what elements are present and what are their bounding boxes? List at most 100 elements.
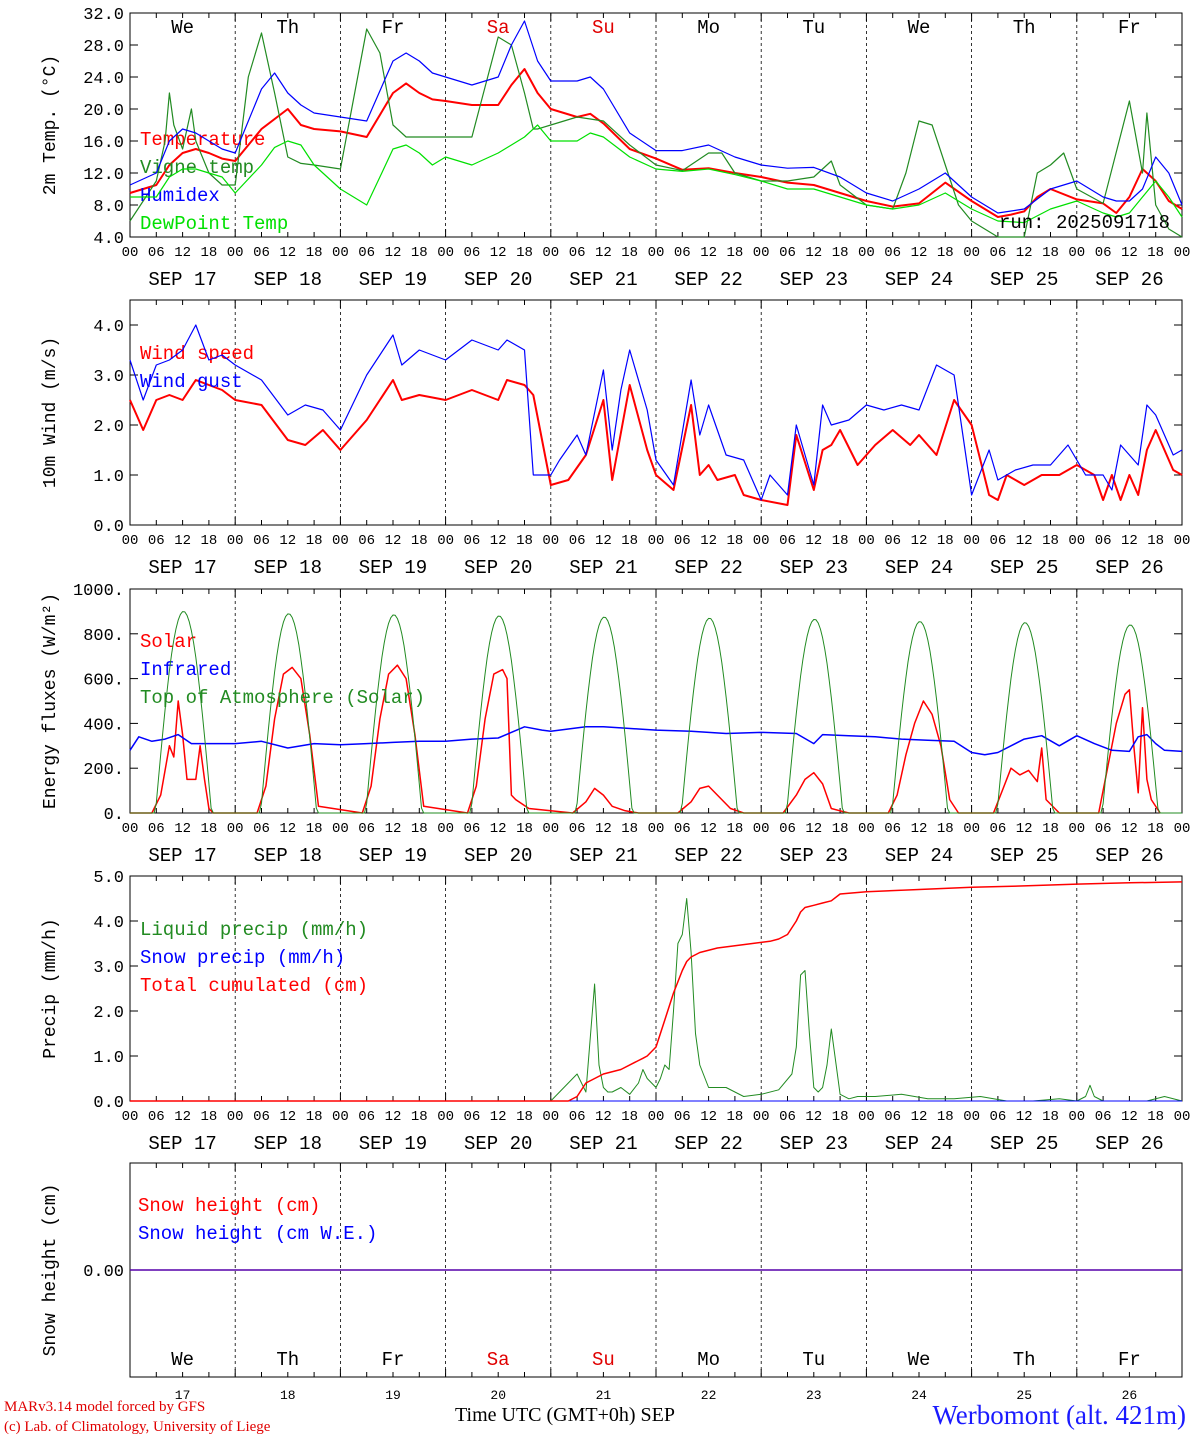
panel-3-date-label: SEP 19 — [359, 845, 427, 867]
panel-3-hour-label: 12 — [490, 821, 507, 837]
panel-1-date-label: SEP 19 — [359, 269, 427, 291]
panel-1-y-tick-label: 8.0 — [93, 198, 124, 217]
panel-5-day-name: Th — [1013, 1349, 1036, 1371]
panel-1-hour-label: 00 — [648, 245, 665, 261]
panel-2-hour-label: 18 — [1147, 533, 1164, 549]
panel-1-y-tick-label: 20.0 — [83, 102, 124, 121]
panel-4-hour-label: 06 — [1095, 1109, 1112, 1125]
panel-1-date-label: SEP 21 — [569, 269, 637, 291]
panel-4-date-label: SEP 17 — [148, 1133, 216, 1155]
panel-1-series-temperature — [129, 68, 1183, 218]
panel-5-day-number: 21 — [596, 1388, 612, 1403]
panel-5-day-name: We — [908, 1349, 931, 1371]
panel-5-day-number: 25 — [1016, 1388, 1032, 1403]
panel-2-hour-label: 00 — [1174, 533, 1191, 549]
panel-3-hour-label: 06 — [1095, 821, 1112, 837]
panel-3-hour-label: 00 — [648, 821, 665, 837]
panel-2-hour-label: 18 — [726, 533, 743, 549]
station-name: Werbomont (alt. 421m) — [932, 1400, 1186, 1430]
panel-1-day-name: Th — [1013, 17, 1036, 39]
panel-1-hour-label: 00 — [437, 245, 454, 261]
panel-1-hour-label: 06 — [148, 245, 165, 261]
panel-3-hour-label: 18 — [411, 821, 428, 837]
panel-1-hour-label: 00 — [858, 245, 875, 261]
panel-4-hour-label: 00 — [963, 1109, 980, 1125]
panel-4-date-label: SEP 26 — [1095, 1133, 1163, 1155]
panel-3-date-label: SEP 20 — [464, 845, 532, 867]
panel-3-date-label: SEP 24 — [885, 845, 953, 867]
panel-2-date-label: SEP 23 — [780, 557, 848, 579]
panel-1-date-label: SEP 18 — [254, 269, 322, 291]
panel-4-hour-label: 00 — [437, 1109, 454, 1125]
panel-4-hour-label: 06 — [989, 1109, 1006, 1125]
panel-4-date-label: SEP 25 — [990, 1133, 1058, 1155]
panel-4-hour-label: 18 — [726, 1109, 743, 1125]
panel-2-legend-entry: Wind gust — [140, 371, 243, 393]
panel-3-y-tick-label: 800. — [83, 627, 124, 646]
panel-4-date-label: SEP 21 — [569, 1133, 637, 1155]
panel-4-y-tick-label: 5.0 — [93, 869, 124, 888]
panel-1-hour-label: 00 — [122, 245, 139, 261]
panel-4-date-label: SEP 18 — [254, 1133, 322, 1155]
panel-4-hour-label: 00 — [648, 1109, 665, 1125]
panel-1-hour-label: 18 — [1042, 245, 1059, 261]
panel-3-hour-label: 18 — [726, 821, 743, 837]
panel-4-hour-label: 00 — [1174, 1109, 1191, 1125]
panel-5-day-number: 17 — [175, 1388, 191, 1403]
panel-1-hour-label: 00 — [963, 245, 980, 261]
panel-3-hour-label: 00 — [1068, 821, 1085, 837]
panel-1-day-name: We — [171, 17, 194, 39]
panel-2-hour-label: 00 — [1068, 533, 1085, 549]
panel-4-date-label: SEP 19 — [359, 1133, 427, 1155]
panel-4-y-tick-label: 0.0 — [93, 1094, 124, 1113]
panel-4-hour-label: 18 — [937, 1109, 954, 1125]
panel-3-hour-label: 12 — [805, 821, 822, 837]
panel-1-hour-label: 12 — [1121, 245, 1138, 261]
panel-2-date-label: SEP 19 — [359, 557, 427, 579]
panel-5-day-number: 24 — [911, 1388, 927, 1403]
panel-5-day-name: Fr — [1118, 1349, 1141, 1371]
x-axis-month: SEP — [640, 1404, 676, 1426]
panel-5-day-name: Su — [592, 1349, 615, 1371]
panel-3-hour-label: 12 — [1016, 821, 1033, 837]
panel-4-hour-label: 06 — [148, 1109, 165, 1125]
panel-1-date-label: SEP 24 — [885, 269, 953, 291]
panel-3-hour-label: 18 — [937, 821, 954, 837]
panel-5-day-name: Mo — [697, 1349, 720, 1371]
panel-3-y-tick-label: 1000. — [73, 582, 124, 601]
panel-4-hour-label: 12 — [595, 1109, 612, 1125]
panel-2-hour-label: 00 — [332, 533, 349, 549]
panel-3-hour-label: 06 — [463, 821, 480, 837]
panel-1-y-axis-label: 2m Temp. (°C) — [41, 55, 61, 195]
panel-3-y-tick-label: 0. — [104, 806, 124, 825]
panel-2-date-label: SEP 20 — [464, 557, 532, 579]
panel-3-date-label: SEP 18 — [254, 845, 322, 867]
panel-3-hour-label: 06 — [779, 821, 796, 837]
panel-4-hour-label: 18 — [832, 1109, 849, 1125]
panel-3-hour-label: 06 — [358, 821, 375, 837]
panel-1-day-name: We — [908, 17, 931, 39]
panel-1-date-label: SEP 23 — [780, 269, 848, 291]
panel-3-hour-label: 12 — [911, 821, 928, 837]
panel-3-y-tick-label: 400. — [83, 716, 124, 735]
panel-1-hour-label: 06 — [569, 245, 586, 261]
panel-2-y-axis-label: 10m Wind (m/s) — [41, 337, 61, 488]
panel-5-legend-entry: Snow height (cm W.E.) — [138, 1223, 377, 1245]
panel-2-hour-label: 18 — [411, 533, 428, 549]
panel-3-hour-label: 00 — [542, 821, 559, 837]
panel-1-hour-label: 18 — [306, 245, 323, 261]
panel-4-hour-label: 12 — [1121, 1109, 1138, 1125]
panel-1-hour-label: 18 — [832, 245, 849, 261]
panel-4-hour-label: 00 — [1068, 1109, 1085, 1125]
panel-2-hour-label: 06 — [358, 533, 375, 549]
panel-2-y-tick-label: 0.0 — [93, 518, 124, 537]
panel-5-day-name: Fr — [382, 1349, 405, 1371]
panel-1-hour-label: 06 — [463, 245, 480, 261]
panel-2-date-label: SEP 17 — [148, 557, 216, 579]
panel-4-hour-label: 00 — [753, 1109, 770, 1125]
panel-1-y-tick-label: 32.0 — [83, 6, 124, 25]
panel-1-hour-label: 00 — [332, 245, 349, 261]
panel-1-hour-label: 18 — [411, 245, 428, 261]
panel-2-hour-label: 00 — [648, 533, 665, 549]
